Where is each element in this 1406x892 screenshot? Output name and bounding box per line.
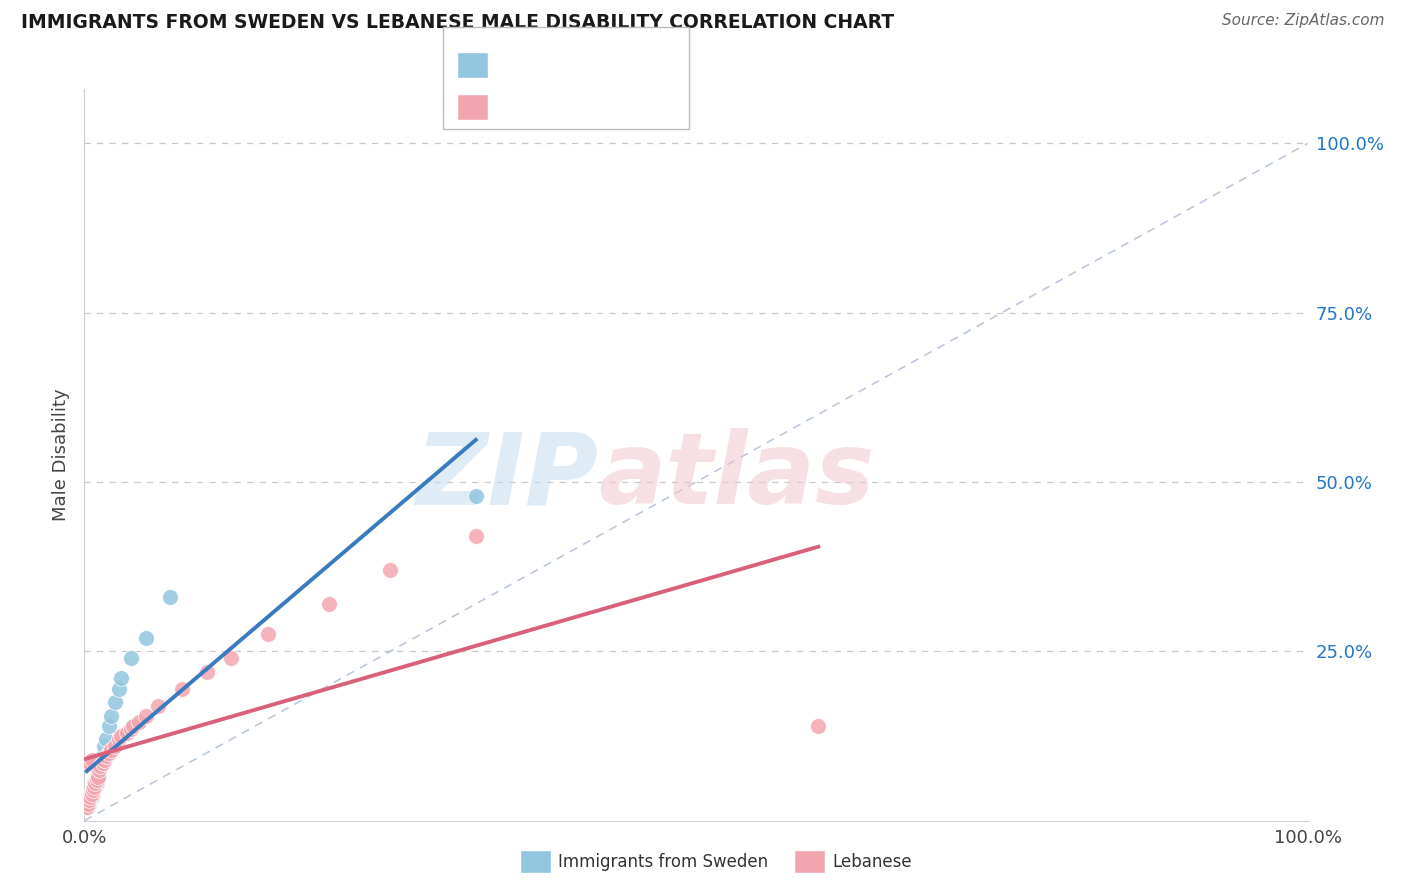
Point [120,651,142,665]
Text: atlas: atlas [598,428,875,525]
Point [86,772,108,787]
Point [77,797,100,811]
Point [84,776,107,790]
Point [79,789,101,804]
Point [115,725,138,739]
Point [464,489,486,503]
Point [100,742,122,756]
Point [97,746,120,760]
Point [77,800,100,814]
Point [76,800,98,814]
Text: Source: ZipAtlas.com: Source: ZipAtlas.com [1222,13,1385,29]
Point [91,756,114,770]
Point [77,793,100,807]
Point [107,732,129,747]
Text: N = 31: N = 31 [612,45,675,62]
Point [93,739,115,753]
Point [807,719,830,733]
Point [80,789,103,804]
Point [135,631,157,645]
Point [87,770,110,784]
Point [146,698,169,713]
Point [122,719,145,733]
Point [257,627,280,641]
Text: R = 0.641: R = 0.641 [499,95,589,113]
Point [93,753,115,767]
Point [82,780,104,794]
Point [80,783,103,797]
Text: R = 0.731: R = 0.731 [499,45,589,62]
Point [128,715,150,730]
Point [83,783,105,797]
Point [120,723,142,737]
Point [318,597,340,611]
Text: IMMIGRANTS FROM SWEDEN VS LEBANESE MALE DISABILITY CORRELATION CHART: IMMIGRANTS FROM SWEDEN VS LEBANESE MALE … [21,13,894,32]
Point [380,563,402,577]
Point [82,787,104,801]
Point [79,793,101,807]
Point [76,797,98,811]
Point [77,793,100,807]
Point [87,763,110,777]
Text: ZIP: ZIP [415,428,598,525]
Point [84,780,107,794]
Point [83,776,105,790]
Point [77,797,100,811]
Point [86,772,108,787]
Point [110,729,132,743]
Point [83,780,105,794]
Point [79,756,101,770]
Text: Lebanese: Lebanese [832,853,912,871]
Point [87,770,110,784]
Point [77,756,100,770]
Point [104,739,127,753]
Point [97,719,120,733]
Point [195,665,218,679]
Point [86,776,108,790]
Point [80,787,103,801]
Point [89,759,111,773]
Point [75,800,97,814]
Point [104,695,127,709]
Point [96,749,118,764]
Point [464,529,486,543]
Point [135,708,157,723]
Point [79,787,101,801]
Point [76,789,98,804]
Point [159,590,181,604]
Point [87,763,110,777]
Point [110,672,132,686]
Point [77,789,100,804]
Point [107,681,129,696]
Text: N = 39: N = 39 [612,95,675,113]
Point [96,732,118,747]
Point [89,759,111,773]
Point [82,783,104,797]
Point [80,753,103,767]
Y-axis label: Male Disability: Male Disability [52,389,70,521]
Point [100,708,122,723]
Point [172,681,194,696]
Point [91,749,114,764]
Text: Immigrants from Sweden: Immigrants from Sweden [558,853,768,871]
Point [219,651,242,665]
